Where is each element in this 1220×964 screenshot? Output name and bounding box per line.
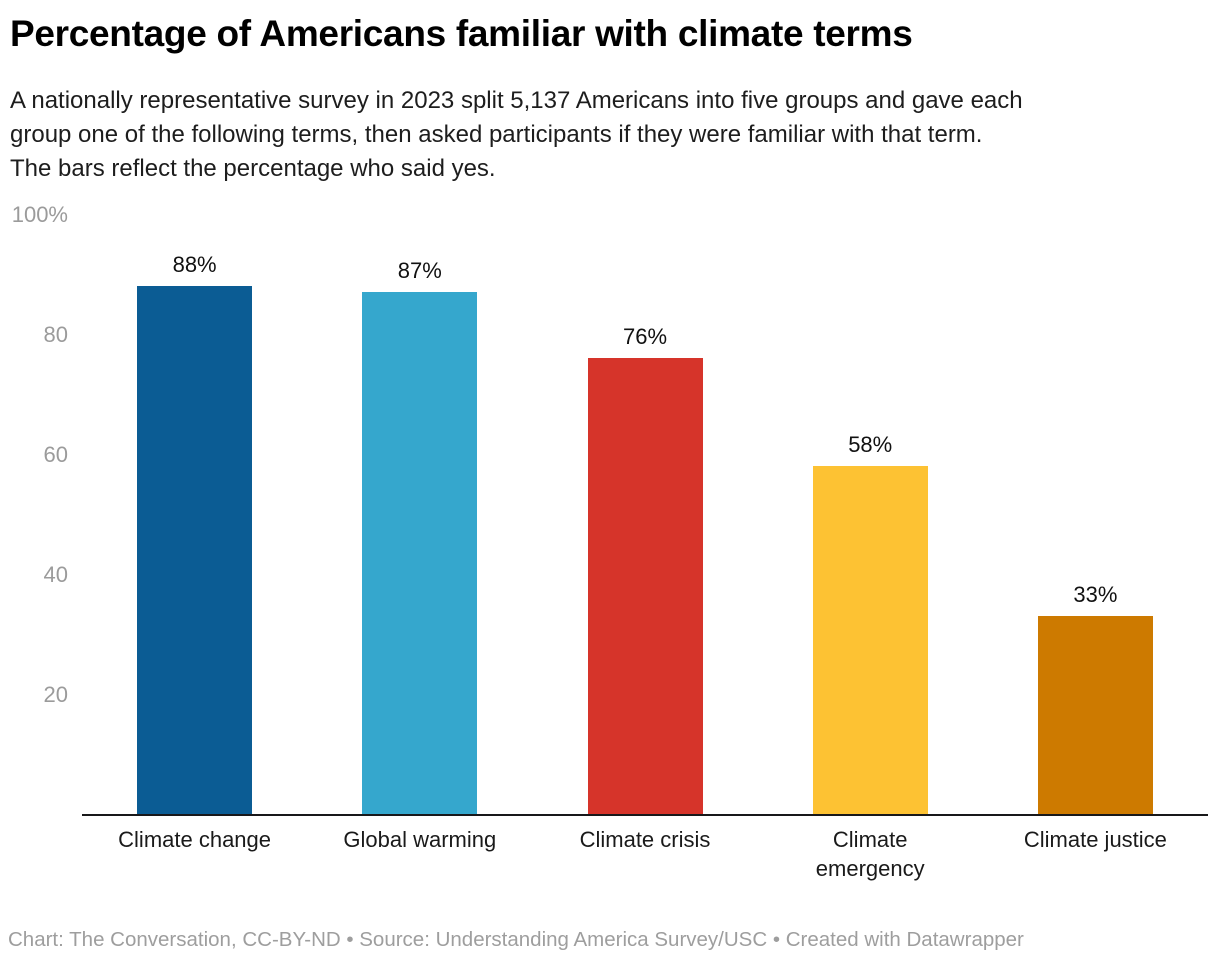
value-label: 87% bbox=[397, 258, 442, 283]
subtitle-line: The bars reflect the percentage who said… bbox=[10, 155, 496, 182]
y-axis-tick-100: 100% bbox=[11, 202, 68, 227]
plot-area: 88% 87% 76% 58% 33% bbox=[82, 214, 1208, 814]
category-label-climate-justice: Climate justice bbox=[1023, 827, 1167, 852]
y-axis-tick-40: 40 bbox=[43, 562, 68, 587]
bar-group-climate-justice: 33% bbox=[983, 214, 1208, 814]
value-label: 33% bbox=[1073, 582, 1118, 607]
subtitle-line: group one of the following terms, then a… bbox=[10, 121, 983, 148]
bar-group-global-warming: 87% bbox=[307, 214, 532, 814]
bar-climate-crisis bbox=[587, 358, 703, 814]
x-axis-labels: Climate change Global warming Climate cr… bbox=[82, 825, 1208, 883]
y-axis-tick-20: 20 bbox=[43, 682, 68, 707]
value-label: 58% bbox=[848, 432, 893, 457]
y-axis-tick-80: 80 bbox=[43, 322, 68, 347]
bar-group-climate-change: 88% bbox=[82, 214, 307, 814]
chart-credit: Chart: The Conversation, CC-BY-ND • Sour… bbox=[8, 928, 1024, 951]
bar-climate-justice bbox=[1037, 616, 1153, 814]
value-label: 88% bbox=[172, 252, 217, 277]
bar-climate-change bbox=[137, 286, 253, 814]
bar-group-climate-emergency: 58% bbox=[758, 214, 983, 814]
value-label: 76% bbox=[622, 324, 668, 349]
chart-title: Percentage of Americans familiar with cl… bbox=[10, 13, 913, 54]
bar-global-warming bbox=[362, 292, 478, 814]
category-label-climate-emergency: Climate emergency bbox=[815, 827, 925, 881]
bar-climate-emergency bbox=[812, 466, 928, 814]
category-label-climate-crisis: Climate crisis bbox=[579, 827, 711, 852]
category-label-climate-change: Climate change bbox=[118, 827, 272, 852]
chart-subtitle: A nationally representative survey in 20… bbox=[10, 84, 1023, 186]
y-axis-tick-60: 60 bbox=[43, 442, 68, 467]
category-label-global-warming: Global warming bbox=[343, 827, 497, 852]
x-axis-baseline bbox=[82, 814, 1208, 816]
bar-group-climate-crisis: 76% bbox=[532, 214, 757, 814]
subtitle-line: A nationally representative survey in 20… bbox=[10, 87, 1023, 114]
